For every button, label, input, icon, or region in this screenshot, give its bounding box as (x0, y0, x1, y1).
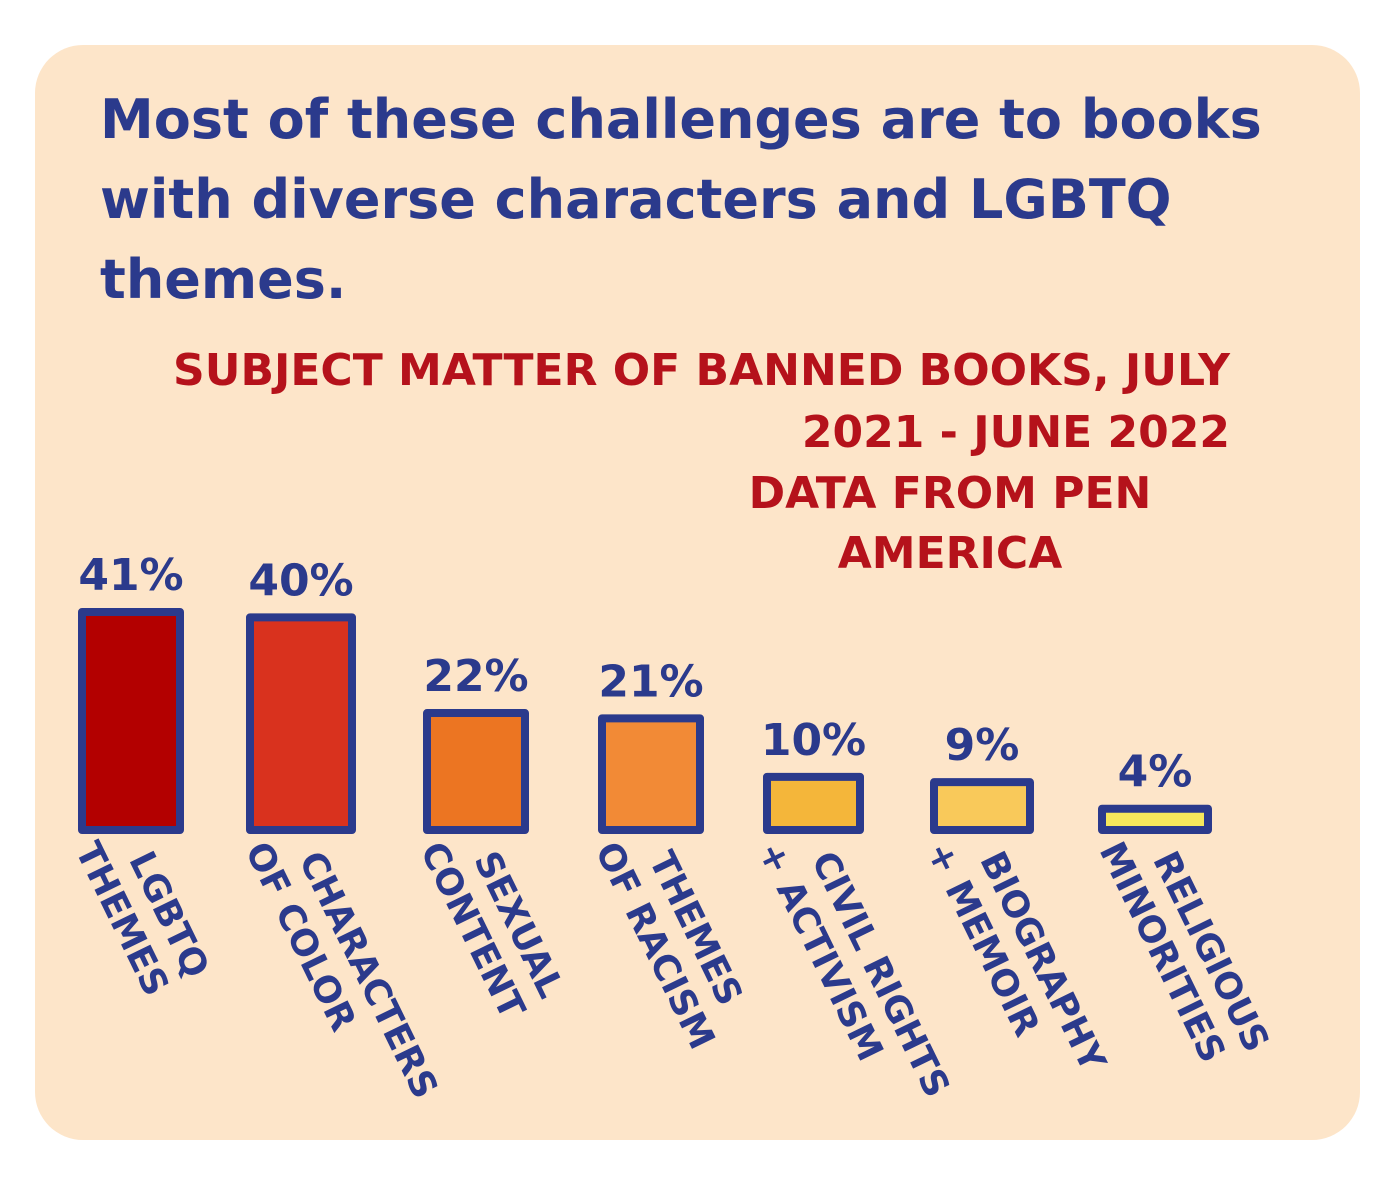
chart-panel (35, 45, 1360, 1140)
data-label: 22% (423, 651, 528, 702)
bar (763, 772, 864, 835)
headline: Most of these challenges are to books wi… (100, 88, 1262, 311)
data-label: 40% (248, 555, 353, 606)
bar (1098, 804, 1212, 834)
bar (423, 709, 529, 835)
bar (78, 608, 184, 834)
data-label: 9% (945, 720, 1020, 771)
bar (246, 613, 356, 834)
chart-subtitle: DATA FROM PEN AMERICA (748, 468, 1152, 579)
data-label: 4% (1118, 747, 1193, 798)
data-label: 41% (78, 550, 183, 601)
heading-block: Most of these challenges are to books wi… (100, 80, 1340, 584)
chart-title: SUBJECT MATTER OF BANNED BOOKS, JULY 202… (173, 345, 1230, 458)
data-label: 21% (598, 656, 703, 707)
bar (598, 714, 704, 835)
bar (930, 778, 1034, 835)
data-label: 10% (761, 715, 866, 766)
category-label: BIOGRAPHY+ MEMOIR (918, 836, 1114, 1079)
